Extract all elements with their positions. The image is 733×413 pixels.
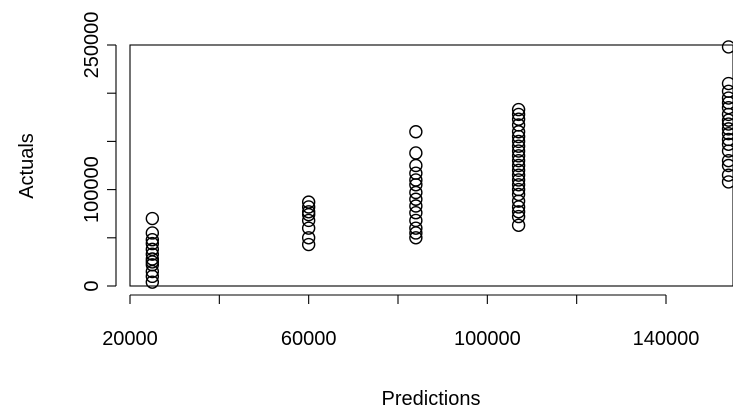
data-point	[721, 168, 733, 182]
data-point	[409, 158, 423, 173]
x-tick-label: 20000	[102, 328, 158, 350]
data-point	[511, 134, 526, 149]
data-point	[301, 207, 316, 222]
data-point	[721, 175, 733, 189]
data-point	[409, 185, 423, 200]
data-point	[145, 211, 160, 226]
data-point	[721, 107, 733, 122]
data-point	[409, 199, 423, 213]
data-point	[721, 137, 733, 151]
x-axis-title: Predictions	[382, 388, 481, 410]
data-point	[145, 247, 160, 261]
data-point	[145, 226, 160, 240]
data-point	[721, 153, 733, 168]
data-point	[145, 264, 160, 279]
data-point	[511, 173, 526, 187]
data-point	[301, 213, 316, 228]
data-point	[409, 221, 423, 235]
data-point	[511, 149, 526, 163]
data-point	[301, 231, 316, 245]
data-point	[511, 102, 526, 117]
y-tick-label: 100000	[81, 156, 103, 223]
data-point	[409, 178, 423, 192]
x-tick-label: 60000	[281, 328, 337, 350]
data-point	[301, 221, 316, 235]
data-point	[511, 144, 526, 158]
data-point	[145, 269, 160, 284]
data-point	[409, 125, 423, 139]
data-point	[511, 218, 526, 232]
data-point	[511, 168, 526, 182]
data-point	[511, 194, 526, 208]
data-point	[721, 40, 733, 54]
data-point	[511, 200, 526, 214]
data-point	[511, 129, 526, 144]
data-point	[511, 107, 526, 122]
data-point	[721, 113, 733, 127]
data-point	[511, 209, 526, 224]
data-point	[409, 206, 423, 220]
data-point	[409, 231, 423, 245]
plot-area-border	[129, 44, 733, 287]
data-point	[721, 126, 733, 141]
data-point	[145, 236, 160, 251]
data-point	[511, 139, 526, 153]
y-tick-label: 0	[81, 280, 103, 291]
x-axis: 20000 60000 100000 140000	[102, 294, 700, 350]
y-axis: 0 100000 250000	[81, 12, 117, 292]
data-point	[721, 144, 733, 158]
x-tick-label: 100000	[454, 328, 521, 350]
scatter-points	[145, 40, 733, 289]
data-point	[721, 76, 733, 91]
data-point	[721, 91, 733, 105]
x-tick-label: 140000	[633, 328, 700, 350]
y-tick-label: 250000	[81, 12, 103, 79]
data-point	[301, 200, 316, 214]
data-point	[409, 192, 423, 206]
data-point	[511, 205, 526, 219]
data-point	[145, 275, 160, 289]
data-point	[145, 233, 160, 247]
data-point	[409, 226, 423, 240]
y-axis-title: Actuals	[16, 133, 38, 199]
data-point	[721, 122, 733, 136]
data-point	[301, 237, 316, 252]
data-point	[511, 158, 526, 173]
data-point	[721, 117, 733, 131]
data-point	[511, 153, 526, 168]
data-point	[511, 178, 526, 192]
data-point	[721, 158, 733, 173]
data-point	[511, 125, 526, 139]
data-point	[511, 163, 526, 178]
